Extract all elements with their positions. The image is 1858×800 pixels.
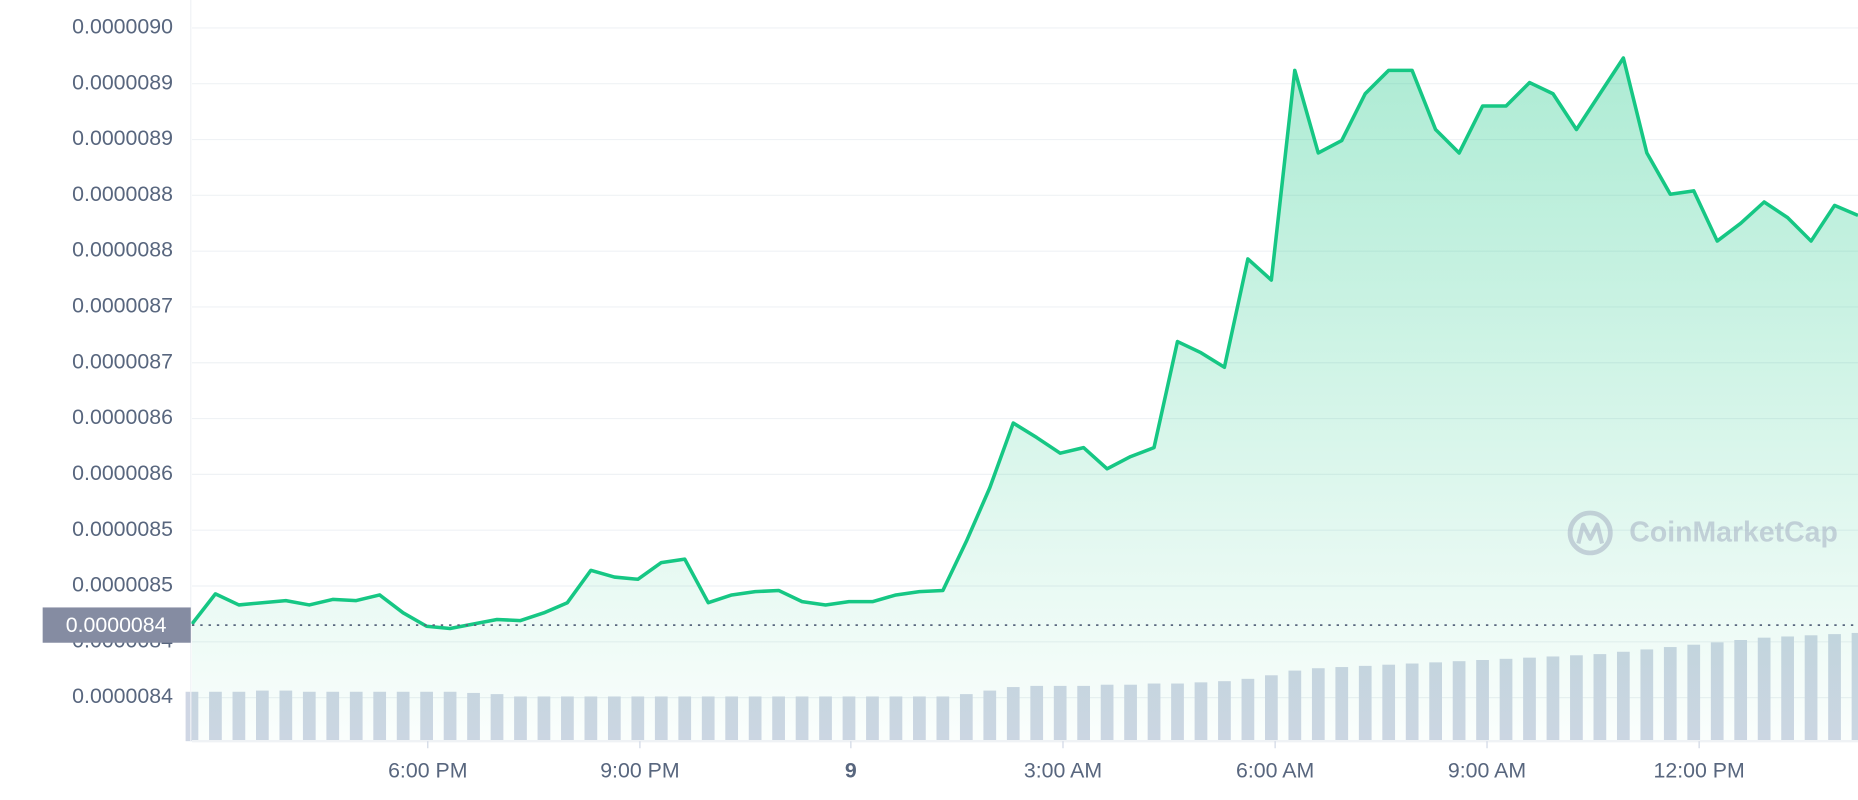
x-tick-label: 6:00 PM (388, 758, 467, 782)
y-tick-label: 0.0000086 (72, 405, 173, 429)
x-tick-label: 6:00 AM (1236, 758, 1314, 782)
x-tick-label: 12:00 PM (1653, 758, 1744, 782)
y-tick-label: 0.0000086 (72, 461, 173, 485)
price-area-fill (191, 58, 1858, 742)
reference-label: 0.0000084 (66, 613, 167, 637)
y-tick-label: 0.0000087 (72, 349, 173, 373)
x-tick-label: 3:00 AM (1024, 758, 1102, 782)
reference-badge (42, 607, 191, 643)
watermark-logo (1567, 510, 1613, 556)
watermark-logo-mark (1576, 522, 1605, 545)
y-tick-label: 0.0000085 (72, 573, 173, 597)
price-area (190, 56, 1858, 742)
x-tick-label: 9:00 PM (600, 758, 679, 782)
x-tick-label: 9:00 AM (1448, 758, 1526, 782)
y-tick-label: 0.0000085 (72, 517, 173, 541)
y-tick-label: 0.0000087 (72, 294, 173, 318)
y-tick-label: 0.0000089 (72, 70, 173, 94)
y-tick-label: 0.0000088 (72, 182, 173, 206)
y-tick-label: 0.0000088 (72, 238, 173, 262)
y-tick-label: 0.0000084 (72, 684, 173, 708)
y-tick-label: 0.0000089 (72, 126, 173, 150)
watermark-text: CoinMarketCap (1629, 517, 1838, 549)
watermark: CoinMarketCap (1567, 510, 1838, 556)
price-line (190, 56, 1858, 631)
y-tick-label: 0.0000090 (72, 15, 173, 39)
axes: 0.0000090 0.0000089 0.0000089 0.0000088 0.00… (42, 0, 1858, 782)
x-tick-label: 9 (845, 758, 857, 782)
